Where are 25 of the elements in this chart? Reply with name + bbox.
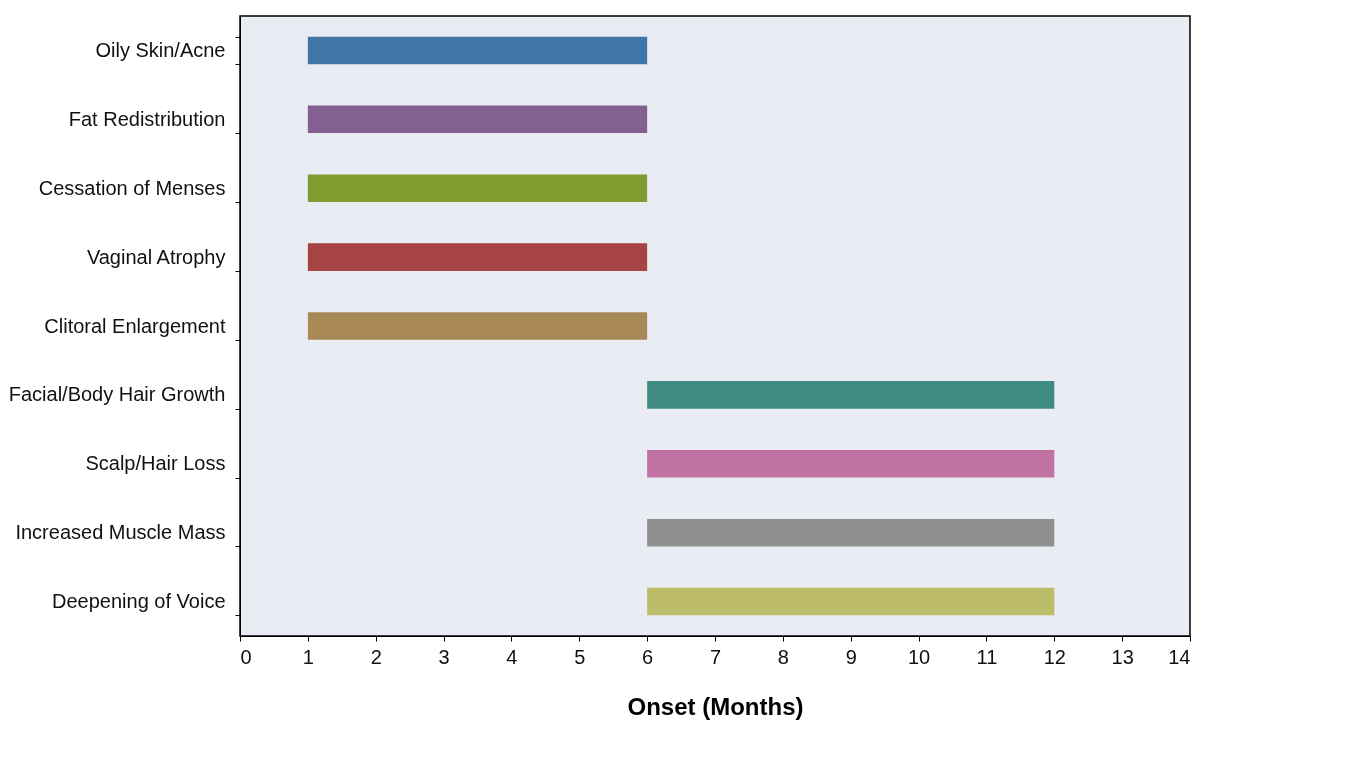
x-tick-label: 3 [438, 645, 450, 668]
x-tick-label: 12 [1043, 645, 1066, 668]
y-tick-label: Facial/Body Hair Growth [8, 383, 226, 406]
x-tick-label: 9 [845, 645, 857, 668]
x-tick-label: 7 [709, 645, 722, 668]
x-tick-label: 11 [976, 645, 998, 668]
y-tick-label: Scalp/Hair Loss [85, 452, 226, 475]
x-tick-label: 0 [240, 645, 252, 668]
y-tick-label: Deepening of Voice [52, 590, 226, 613]
x-tick-label: 10 [907, 645, 931, 668]
y-tick-label: Increased Muscle Mass [15, 521, 226, 544]
x-tick-label: 14 [1168, 645, 1191, 668]
x-tick-label: 6 [642, 645, 654, 668]
x-tick-label: 8 [777, 645, 789, 668]
y-tick-label: Cessation of Menses [38, 176, 226, 199]
y-tick-label: Vaginal Atrophy [86, 245, 226, 268]
y-tick-label: Oily Skin/Acne [95, 38, 226, 61]
x-tick-label: 4 [506, 645, 518, 668]
y-tick-label: Fat Redistribution [68, 107, 226, 130]
x-axis-title: Onset (Months) [627, 692, 804, 720]
y-tick-label: Clitoral Enlargement [44, 314, 226, 337]
x-tick-label: 1 [302, 645, 314, 668]
x-tick-label: 5 [574, 645, 586, 668]
x-tick-label: 13 [1111, 645, 1134, 668]
x-tick-label: 2 [370, 645, 382, 668]
